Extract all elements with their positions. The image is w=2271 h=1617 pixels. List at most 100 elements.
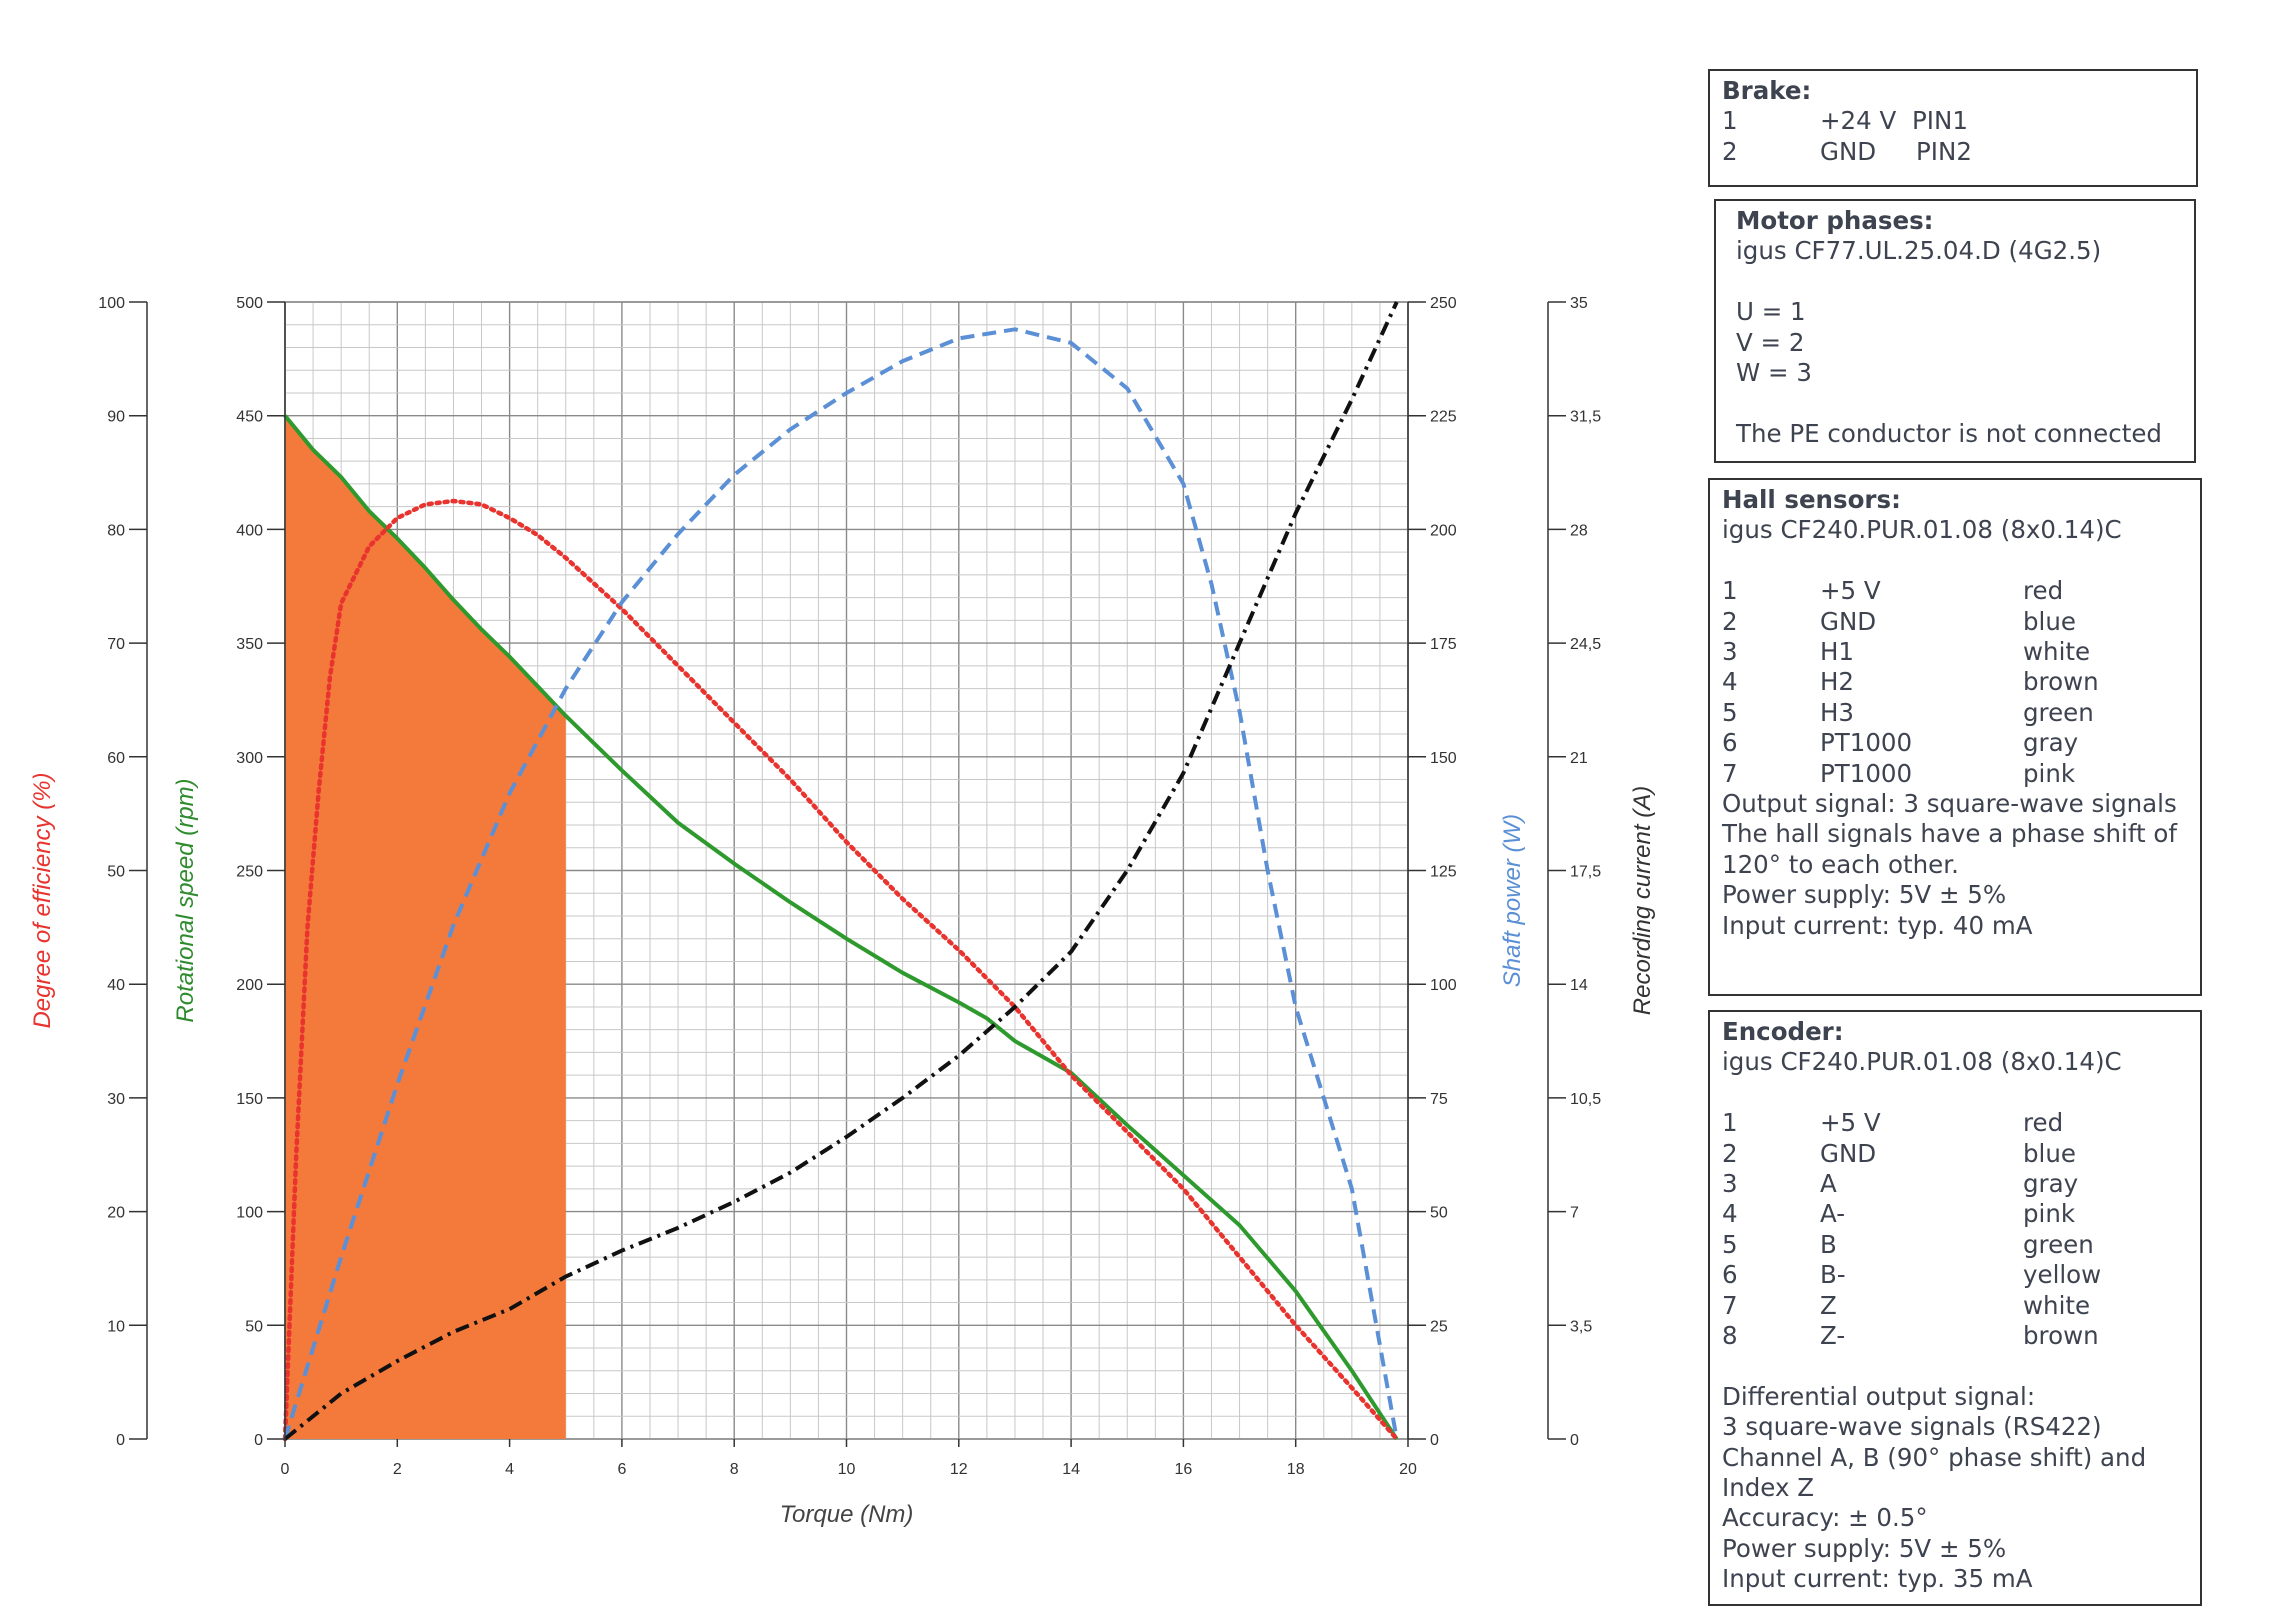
y-tick-label-efficiency: 70	[107, 636, 125, 653]
note-line: Power supply: 5V ± 5%	[1722, 1534, 2188, 1564]
wire-color: blue	[2023, 607, 2076, 637]
y-tick-label-current: 35	[1570, 295, 1588, 312]
pin-number: 5	[1722, 698, 1820, 728]
pin-number: 2	[1722, 607, 1820, 637]
y-tick-label-current: 7	[1570, 1205, 1579, 1222]
pin-row: 3 H1 white	[1722, 637, 2188, 667]
y-tick-label-power: 150	[1430, 750, 1457, 767]
note-line: Differential output signal:	[1722, 1382, 2188, 1412]
pin-signal: PT1000	[1820, 728, 2023, 758]
note-line: Output signal: 3 square-wave signals	[1722, 789, 2188, 819]
pin-number: 4	[1722, 667, 1820, 697]
y-tick-label-power: 50	[1430, 1205, 1448, 1222]
x-tick-label: 12	[950, 1461, 968, 1478]
pin-number: 2	[1722, 1139, 1820, 1169]
pin-row: 7 PT1000 pink	[1722, 759, 2188, 789]
pin-row: 2 GND blue	[1722, 607, 2188, 637]
pin-signal: A	[1820, 1169, 2023, 1199]
pin-number: 7	[1722, 759, 1820, 789]
x-tick-label: 2	[393, 1461, 402, 1478]
note-line: Accuracy: ± 0.5°	[1722, 1503, 2188, 1533]
wire-color: brown	[2023, 1321, 2099, 1351]
y-axis-title-current: Recording current (A)	[1629, 786, 1656, 1015]
pin-row: 5 H3 green	[1722, 698, 2188, 728]
x-tick-label: 20	[1399, 1461, 1417, 1478]
note-line: 120° to each other.	[1722, 850, 2188, 880]
encoder-cable: igus CF240.PUR.01.08 (8x0.14)C	[1722, 1047, 2188, 1077]
y-tick-label-power: 100	[1430, 977, 1457, 994]
y-tick-label-efficiency: 60	[107, 750, 125, 767]
wire-color: pink	[2023, 759, 2075, 789]
y-tick-label-speed: 100	[236, 1205, 263, 1222]
y-tick-label-efficiency: 100	[98, 295, 125, 312]
y-tick-label-current: 17,5	[1570, 864, 1601, 881]
wire-color: white	[2023, 1291, 2090, 1321]
hall-pin-table: 1 +5 Vred 2 GND blue 3 H1 white 4 H2 brown 5 H3 green…	[1722, 576, 2188, 789]
y-tick-label-efficiency: 50	[107, 864, 125, 881]
encoder-title: Encoder:	[1722, 1017, 2188, 1047]
pin-number: 5	[1722, 1230, 1820, 1260]
pin-number: 3	[1722, 1169, 1820, 1199]
y-tick-label-power: 125	[1430, 864, 1457, 881]
x-tick-label: 0	[281, 1461, 290, 1478]
pin-signal: GND	[1820, 137, 1916, 167]
pin-number: 1	[1722, 1108, 1820, 1138]
pin-number: 1	[1722, 576, 1820, 606]
pin-number: 6	[1722, 728, 1820, 758]
pin-number: 7	[1722, 1291, 1820, 1321]
y-tick-label-speed: 400	[236, 522, 263, 539]
pin-number: 6	[1722, 1260, 1820, 1290]
pin-signal: H3	[1820, 698, 2023, 728]
y-tick-label-current: 10,5	[1570, 1091, 1601, 1108]
note-line: 3 square-wave signals (RS422)	[1722, 1412, 2188, 1442]
pin-signal: Z-	[1820, 1321, 2023, 1351]
wire-color: blue	[2023, 1139, 2076, 1169]
wire-color: green	[2023, 698, 2094, 728]
note-line: Input current: typ. 35 mA	[1722, 1564, 2188, 1594]
pin-number: 4	[1722, 1199, 1820, 1229]
pin-row: 1 +5 Vred	[1722, 576, 2188, 606]
y-axis-title-power: Shaft power (W)	[1499, 814, 1526, 987]
y-tick-label-current: 21	[1570, 750, 1588, 767]
pin-signal: +5 V	[1820, 1108, 2023, 1138]
wire-color: brown	[2023, 667, 2099, 697]
note-line: Input current: typ. 40 mA	[1722, 911, 2188, 941]
hall-sensors-box: Hall sensors: igus CF240.PUR.01.08 (8x0.…	[1708, 478, 2202, 996]
y-tick-label-speed: 50	[245, 1318, 263, 1335]
y-tick-label-current: 31,5	[1570, 409, 1601, 426]
pin-row: 8 Z-brown	[1722, 1321, 2188, 1351]
pin-row: 6 PT1000 gray	[1722, 728, 2188, 758]
wire-color: red	[2023, 1108, 2063, 1138]
note-line: Index Z	[1722, 1473, 2188, 1503]
x-tick-label: 18	[1287, 1461, 1305, 1478]
wire-color: red	[2023, 576, 2063, 606]
x-tick-label: 10	[838, 1461, 856, 1478]
hall-cable: igus CF240.PUR.01.08 (8x0.14)C	[1722, 515, 2188, 545]
y-tick-label-power: 200	[1430, 522, 1457, 539]
note-line: Channel A, B (90° phase shift) and	[1722, 1443, 2188, 1473]
pin-row: 2 GND blue	[1722, 1139, 2188, 1169]
pin-signal: B	[1820, 1230, 2023, 1260]
y-tick-label-speed: 450	[236, 409, 263, 426]
pin-row: 1 +5 Vred	[1722, 1108, 2188, 1138]
y-tick-label-efficiency: 10	[107, 1318, 125, 1335]
y-tick-label-power: 250	[1430, 295, 1457, 312]
wire-color: green	[2023, 1230, 2094, 1260]
x-tick-label: 14	[1062, 1461, 1080, 1478]
wire-color: yellow	[2023, 1260, 2101, 1290]
y-tick-label-power: 0	[1430, 1432, 1439, 1449]
y-tick-label-efficiency: 80	[107, 522, 125, 539]
pin-signal: +24 V	[1820, 106, 1912, 136]
y-tick-label-speed: 0	[254, 1432, 263, 1449]
wire-color: gray	[2023, 728, 2078, 758]
pin-row: 6 B-yellow	[1722, 1260, 2188, 1290]
hall-title: Hall sensors:	[1722, 485, 2188, 515]
y-tick-label-power: 175	[1430, 636, 1457, 653]
x-tick-label: 6	[617, 1461, 626, 1478]
phase-line: W = 3	[1736, 358, 2182, 388]
note-line: The hall signals have a phase shift of	[1722, 819, 2188, 849]
y-tick-label-power: 75	[1430, 1091, 1448, 1108]
